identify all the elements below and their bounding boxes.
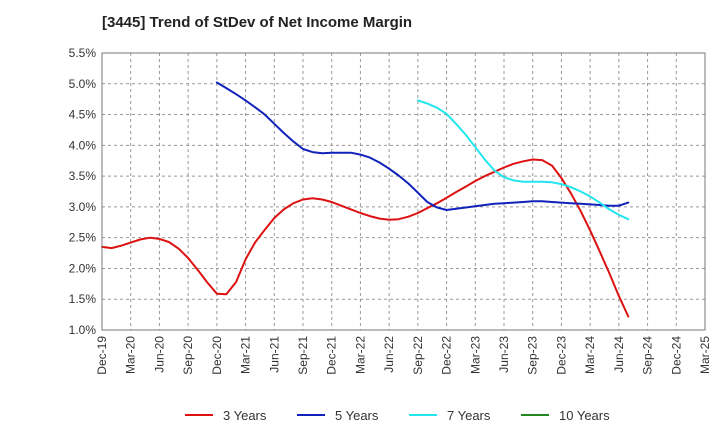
y-tick-label: 5.0% <box>69 77 97 91</box>
legend-label-10-years: 10 Years <box>559 408 610 423</box>
legend-label-3-years: 3 Years <box>223 408 267 423</box>
y-tick-label: 4.0% <box>69 138 97 152</box>
x-tick-label: Mar-22 <box>353 336 367 374</box>
y-tick-label: 1.5% <box>69 292 97 306</box>
y-tick-label: 3.5% <box>69 169 97 183</box>
x-tick-label: Dec-21 <box>325 336 339 375</box>
x-tick-label: Jun-20 <box>152 336 166 373</box>
x-tick-label: Jun-21 <box>267 336 281 373</box>
x-tick-label: Mar-21 <box>239 336 253 374</box>
x-tick-label: Sep-24 <box>641 336 655 375</box>
x-tick-label: Mar-25 <box>698 336 712 374</box>
plot-area <box>102 53 705 330</box>
chart-title: [3445] Trend of StDev of Net Income Marg… <box>102 14 413 31</box>
x-tick-label: Dec-22 <box>440 336 454 375</box>
series-line-3-years <box>101 158 630 318</box>
x-tick-label: Dec-20 <box>210 336 224 375</box>
x-tick-label: Dec-24 <box>669 336 683 375</box>
legend-label-5-years: 5 Years <box>335 408 379 423</box>
x-tick-label: Jun-22 <box>382 336 396 373</box>
y-tick-label: 2.0% <box>69 261 97 275</box>
x-tick-label: Mar-24 <box>583 336 597 374</box>
plot-frame <box>101 52 706 331</box>
x-tick-label: Sep-21 <box>296 336 310 375</box>
y-tick-label: 5.5% <box>69 46 97 60</box>
x-tick-label: Sep-23 <box>526 336 540 375</box>
series-line-5-years <box>215 81 630 211</box>
x-tick-label: Mar-20 <box>124 336 138 374</box>
series-line-7-years <box>416 99 630 221</box>
y-tick-label: 3.0% <box>69 200 97 214</box>
x-tick-label: Dec-23 <box>554 336 568 375</box>
x-tick-label: Mar-23 <box>468 336 482 374</box>
y-tick-label: 1.0% <box>69 323 97 337</box>
line-layer <box>101 81 630 318</box>
y-tick-label: 2.5% <box>69 231 97 245</box>
y-tick-label: 4.5% <box>69 108 97 122</box>
legend-label-7-years: 7 Years <box>447 408 491 423</box>
legend: 3 Years 5 Years 7 Years 10 Years <box>185 408 610 423</box>
x-tick-label: Jun-24 <box>612 336 626 373</box>
x-tick-label: Sep-22 <box>411 336 425 375</box>
x-tick-label: Jun-23 <box>497 336 511 373</box>
x-tick-label: Sep-20 <box>181 336 195 375</box>
axis-layer: 1.0% 1.5% 2.0% 2.5% 3.0% 3.5% 4.0% 4.5% 5.0% 5.5%… <box>69 46 712 375</box>
x-tick-label: Dec-19 <box>95 336 109 375</box>
